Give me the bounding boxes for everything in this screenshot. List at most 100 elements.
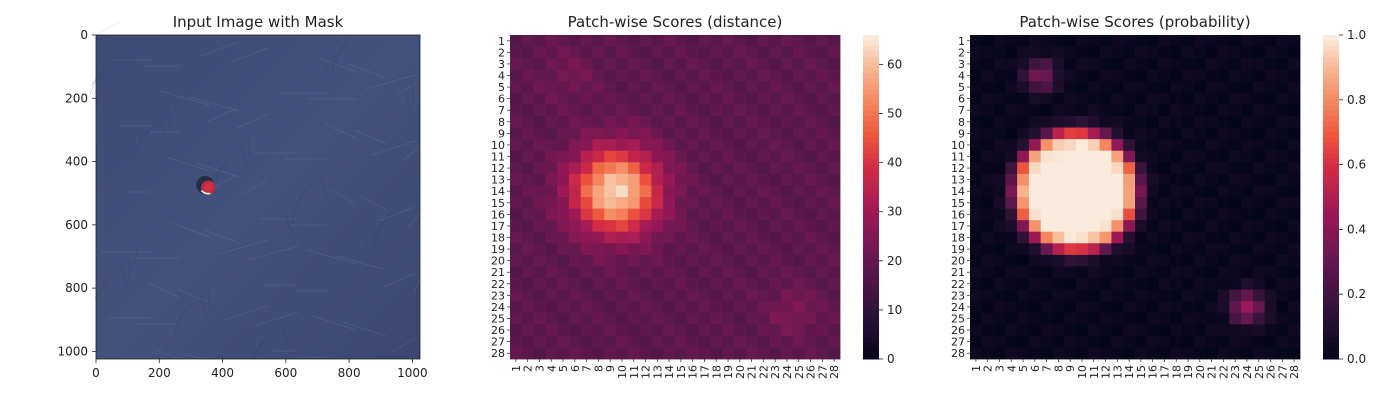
- heatmap-cell: [663, 104, 676, 117]
- heatmap-cell: [686, 173, 699, 186]
- heatmap-cell: [663, 162, 676, 175]
- heatmap-cell: [675, 220, 688, 233]
- heatmap-cell: [675, 289, 688, 302]
- heatmap-cell: [722, 150, 735, 163]
- heatmap-cell: [663, 81, 676, 94]
- heatmap-cell: [545, 335, 558, 348]
- heatmap-cell: [722, 185, 735, 198]
- heatmap-cell: [1182, 266, 1195, 279]
- heatmap-cell: [816, 81, 829, 94]
- panel3-heatmap: 1234567891011121314151617181920212223242…: [951, 35, 1301, 379]
- heatmap-cell: [781, 127, 794, 140]
- col-tick-label: 20: [734, 365, 747, 379]
- row-tick-label: 2: [958, 46, 965, 59]
- heatmap-cell: [1158, 231, 1171, 244]
- heatmap-cell: [568, 127, 582, 140]
- heatmap-cell: [1276, 185, 1289, 198]
- heatmap-cell: [557, 185, 570, 198]
- row-tick-label: 4: [958, 70, 965, 83]
- heatmap-cell: [604, 127, 617, 140]
- heatmap-cell: [686, 162, 699, 175]
- y-tick-label: 400: [65, 155, 88, 169]
- heatmap-cell: [1017, 69, 1030, 82]
- heatmap-cell: [1252, 69, 1266, 82]
- y-tick-label: 800: [65, 281, 88, 295]
- texture-line: [323, 62, 333, 86]
- heatmap-cell: [1288, 139, 1301, 152]
- heatmap-cell: [1276, 162, 1289, 175]
- col-tick-label: 22: [1217, 365, 1230, 379]
- heatmap-cell: [521, 220, 534, 233]
- heatmap-cell: [1099, 69, 1112, 82]
- col-tick-label: 2: [522, 365, 535, 372]
- heatmap-cell: [816, 185, 829, 198]
- heatmap-cell: [1040, 254, 1053, 267]
- heatmap-cell: [1276, 116, 1289, 128]
- heatmap-cell: [1193, 335, 1207, 348]
- heatmap-cell: [568, 231, 582, 244]
- heatmap-cell: [639, 301, 652, 314]
- heatmap-cell: [663, 231, 676, 244]
- heatmap-cell: [616, 104, 629, 117]
- heatmap-cell: [533, 139, 546, 152]
- heatmap-cell: [769, 197, 782, 209]
- heatmap-cell: [1076, 254, 1089, 267]
- heatmap-cell: [757, 347, 770, 360]
- heatmap-cell: [592, 312, 605, 325]
- heatmap-cell: [804, 35, 817, 47]
- col-tick-label: 1: [510, 365, 523, 372]
- heatmap-cell: [781, 185, 794, 198]
- heatmap-cell: [568, 139, 582, 152]
- row-tick-label: 8: [498, 116, 505, 129]
- heatmap-cell: [769, 69, 782, 82]
- heatmap-cell: [675, 312, 688, 325]
- heatmap-cell: [1146, 173, 1159, 186]
- heatmap-cell: [1288, 104, 1301, 117]
- heatmap-cell: [639, 116, 652, 128]
- col-tick-label: 3: [533, 365, 546, 372]
- heatmap-cell: [686, 116, 699, 128]
- texture-line: [413, 278, 421, 294]
- heatmap-cell: [1205, 231, 1218, 244]
- heatmap-cell: [1241, 185, 1254, 198]
- heatmap-cell: [592, 185, 605, 198]
- heatmap-cell: [1111, 197, 1124, 209]
- heatmap-cell: [616, 324, 629, 337]
- heatmap-cell: [651, 266, 664, 279]
- heatmap-cell: [604, 116, 617, 128]
- heatmap-cell: [1264, 35, 1277, 47]
- heatmap-cell: [804, 278, 817, 290]
- heatmap-cell: [604, 104, 617, 117]
- heatmap-cell: [1099, 254, 1112, 267]
- row-tick-label: 7: [958, 104, 965, 117]
- texture-line: [293, 192, 303, 216]
- heatmap-cell: [1064, 46, 1077, 59]
- x-tick-label: 1000: [397, 366, 428, 380]
- heatmap-cell: [970, 335, 983, 348]
- heatmap-cell: [1170, 220, 1183, 233]
- heatmap-cell: [1076, 185, 1089, 198]
- heatmap-cell: [1158, 335, 1171, 348]
- row-tick-label: 18: [491, 232, 505, 245]
- heatmap-cell: [557, 150, 570, 163]
- heatmap-cell: [521, 127, 534, 140]
- texture-line: [230, 47, 269, 63]
- heatmap-cell: [1087, 58, 1101, 71]
- heatmap-cell: [1123, 231, 1136, 244]
- heatmap-cell: [745, 266, 758, 279]
- heatmap-cell: [1288, 69, 1301, 82]
- heatmap-cell: [616, 278, 629, 290]
- heatmap-cell: [1217, 312, 1230, 325]
- heatmap-cell: [1264, 92, 1277, 105]
- heatmap-cell: [1241, 266, 1254, 279]
- colorbar-segment: [1323, 126, 1339, 133]
- heatmap-cell: [1017, 81, 1030, 94]
- heatmap-cell: [816, 254, 829, 267]
- heatmap-cell: [781, 266, 794, 279]
- colorbar-segment: [863, 35, 879, 41]
- heatmap-cell: [1135, 173, 1148, 186]
- heatmap-cell: [1146, 278, 1159, 290]
- texture-line: [134, 127, 152, 151]
- heatmap-cell: [675, 243, 688, 256]
- heatmap-cell: [745, 347, 758, 360]
